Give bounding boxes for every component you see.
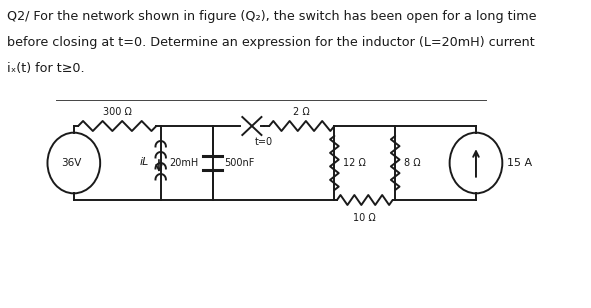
Text: t=0: t=0 [255,137,272,147]
Text: 12 Ω: 12 Ω [343,158,366,168]
Text: 10 Ω: 10 Ω [353,213,376,223]
Text: 500nF: 500nF [224,158,255,168]
Text: 2 Ω: 2 Ω [294,107,310,117]
Text: 300 Ω: 300 Ω [103,107,132,117]
Text: 20mH: 20mH [170,158,199,168]
Text: before closing at t=0. Determine an expression for the inductor (L=20mH) current: before closing at t=0. Determine an expr… [7,36,535,49]
Text: iL: iL [139,157,148,167]
Text: 36V: 36V [61,158,82,168]
Text: 8 Ω: 8 Ω [404,158,421,168]
Text: 15 A: 15 A [506,158,532,168]
Text: iₓ(t) for t≥0.: iₓ(t) for t≥0. [7,62,85,75]
Text: Q2/ For the network shown in figure (Q₂), the switch has been open for a long ti: Q2/ For the network shown in figure (Q₂)… [7,10,537,23]
